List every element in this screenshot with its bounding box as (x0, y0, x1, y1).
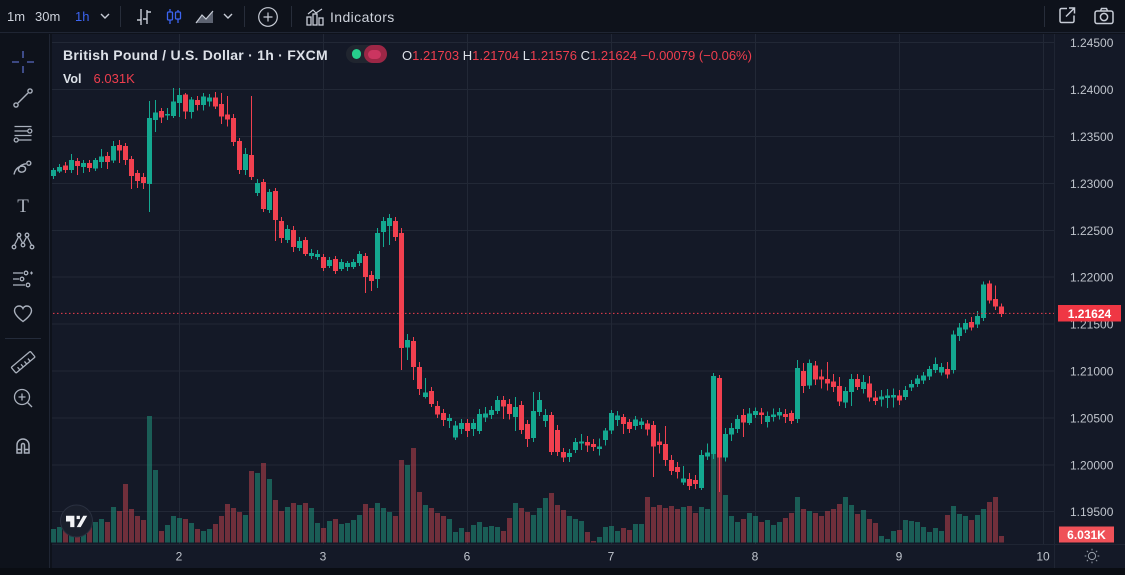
svg-text:1.22500: 1.22500 (1070, 224, 1114, 238)
svg-text:1.23500: 1.23500 (1070, 130, 1114, 144)
svg-text:1.24000: 1.24000 (1070, 83, 1114, 97)
svg-text:10: 10 (1036, 550, 1050, 564)
svg-text:1.19500: 1.19500 (1070, 505, 1114, 519)
svg-text:6: 6 (464, 550, 471, 564)
svg-text:1.20500: 1.20500 (1070, 411, 1114, 425)
svg-text:1.23000: 1.23000 (1070, 177, 1114, 191)
svg-text:6.031K: 6.031K (1067, 528, 1106, 542)
svg-text:7: 7 (608, 550, 615, 564)
svg-text:1.22000: 1.22000 (1070, 271, 1114, 285)
svg-text:9: 9 (896, 550, 903, 564)
svg-text:1.24500: 1.24500 (1070, 36, 1114, 50)
svg-text:1.21000: 1.21000 (1070, 365, 1114, 379)
svg-text:3: 3 (320, 550, 327, 564)
svg-text:1.21624: 1.21624 (1068, 307, 1112, 321)
svg-text:2: 2 (176, 550, 183, 564)
svg-text:8: 8 (752, 550, 759, 564)
svg-text:1.20000: 1.20000 (1070, 458, 1114, 472)
svg-text:T: T (17, 196, 29, 217)
